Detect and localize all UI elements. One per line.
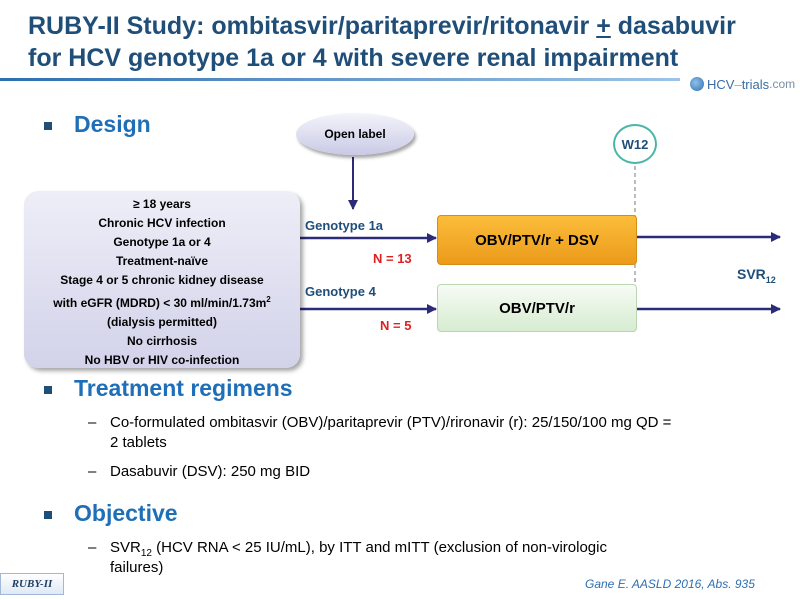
slide-title: RUBY-II Study: ombitasvir/paritaprevir/r… [28, 10, 788, 74]
criteria-item: Stage 4 or 5 chronic kidney disease [60, 273, 264, 287]
title-line1-a: RUBY-II Study: ombitasvir/paritaprevir/r… [28, 12, 597, 40]
title-line2: for HCV genotype 1a or 4 with severe ren… [28, 44, 679, 72]
regimen-item-1-cont: 2 tablets [110, 434, 167, 451]
regimen-item-2-text: Dasabuvir (DSV): 250 mg BID [110, 463, 311, 480]
arm1-genotype-label: Genotype 1a [305, 218, 384, 233]
criteria-item: Genotype 1a or 4 [113, 235, 211, 249]
logo-name: trials [741, 76, 770, 92]
svr-sub: 12 [765, 274, 776, 285]
arm1-n-label: N = 13 [373, 251, 412, 266]
section-design-heading: Design [74, 111, 151, 137]
arm2-regimen-box: OBV/PTV/r [437, 284, 637, 332]
hcv-trials-logo: HCV – trials .com [690, 76, 795, 92]
citation: Gane E. AASLD 2016, Abs. 935 [585, 577, 755, 591]
dash-bullet: – [88, 463, 97, 480]
title-banner: RUBY-II Study: ombitasvir/paritaprevir/r… [0, 0, 800, 92]
title-plus: + [596, 12, 611, 40]
inclusion-criteria-box: ≥ 18 years Chronic HCV infection Genotyp… [24, 191, 300, 368]
regimen-item-1: – Co-formulated ombitasvir (OBV)/paritap… [88, 413, 788, 455]
logo-prefix: HCV [707, 76, 735, 92]
logo-globe-icon [690, 77, 704, 91]
criteria-egfr-sup: 2 [266, 295, 271, 304]
criteria-item-egfr: with eGFR (MDRD) < 30 ml/min/1.73m2 [24, 290, 300, 313]
svr12-endpoint-label: SVR12 [737, 266, 776, 285]
dash-bullet: – [88, 539, 97, 556]
study-tag: RUBY-II [0, 573, 64, 595]
dash-bullet: – [88, 414, 97, 431]
criteria-item: ≥ 18 years [133, 197, 191, 211]
criteria-egfr-text: with eGFR (MDRD) < 30 ml/min/1.73m [53, 296, 267, 310]
bullet-square-icon [44, 122, 52, 130]
section-objective-heading: Objective [74, 500, 178, 526]
arm2-n-label: N = 5 [380, 318, 412, 333]
open-label-pill: Open label [296, 113, 414, 155]
criteria-item: (dialysis permitted) [106, 315, 218, 329]
objective-svr: SVR [110, 539, 141, 556]
arm2-genotype-label: Genotype 4 [305, 284, 376, 299]
title-divider [0, 78, 680, 81]
bullet-square-icon [44, 511, 52, 519]
criteria-item: No cirrhosis [126, 334, 198, 348]
logo-dash: – [734, 76, 742, 92]
title-line1-b: dasabuvir [610, 12, 736, 40]
section-regimens-heading: Treatment regimens [74, 375, 293, 401]
criteria-item: Chronic HCV infection [98, 216, 226, 230]
week-12-marker: W12 [613, 124, 657, 164]
bullet-square-icon [44, 386, 52, 394]
logo-suffix: .com [769, 77, 796, 91]
svr-text: SVR [737, 266, 766, 282]
criteria-item: No HBV or HIV co-infection [84, 353, 240, 367]
objective-cont: failures) [110, 559, 164, 576]
objective-main: (HCV RNA < 25 IU/mL), by ITT and mITT (e… [151, 539, 607, 556]
objective-svr-sub: 12 [140, 548, 152, 559]
criteria-item: Treatment-naïve [115, 254, 209, 268]
arm1-regimen-box: OBV/PTV/r + DSV [437, 215, 637, 265]
regimen-item-2: – Dasabuvir (DSV): 250 mg BID [88, 462, 688, 482]
objective-text: SVR12 (HCV RNA < 25 IU/mL), by ITT and m… [110, 538, 607, 564]
regimen-item-1-text: Co-formulated ombitasvir (OBV)/paritapre… [110, 414, 672, 431]
objective-item: – SVR12 (HCV RNA < 25 IU/mL), by ITT and… [88, 538, 788, 580]
